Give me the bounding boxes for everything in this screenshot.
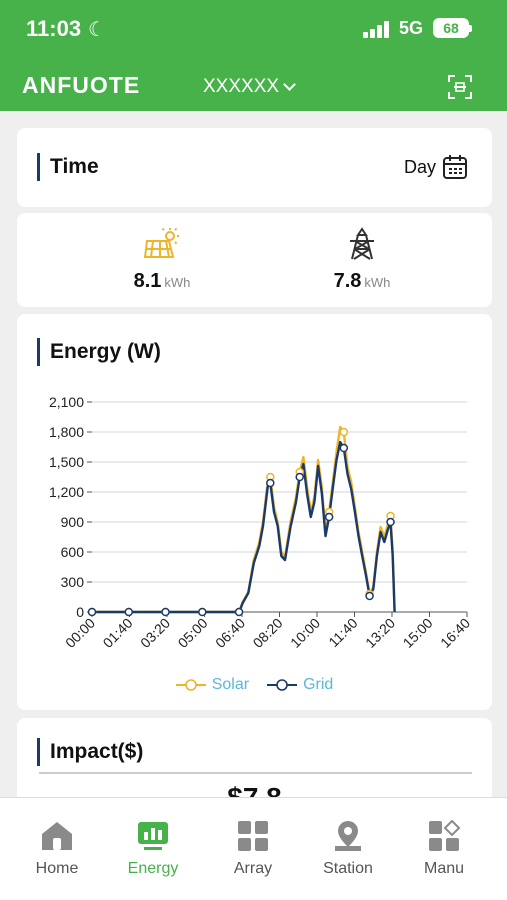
data-point-grid xyxy=(161,607,170,617)
bottom-nav: Home Energy Array Station Manu xyxy=(0,797,507,900)
y-tick-label: 0 xyxy=(76,604,84,620)
solar-stat: 8.1 kWh xyxy=(102,227,222,293)
solar-unit: kWh xyxy=(164,275,191,290)
y-tick-label: 1,800 xyxy=(49,424,84,440)
x-tick-label: 00:00 xyxy=(62,615,98,651)
scan-icon[interactable] xyxy=(447,74,473,100)
legend-grid[interactable]: Grid xyxy=(267,676,333,694)
y-tick-label: 1,200 xyxy=(49,484,84,500)
nav-station[interactable]: Station xyxy=(303,820,393,878)
divider xyxy=(39,772,472,774)
grid-stat: 7.8 kWh xyxy=(302,227,422,293)
time-title: Time xyxy=(37,153,99,181)
x-tick-label: 13:20 xyxy=(362,615,398,651)
nav-array[interactable]: Array xyxy=(208,820,298,878)
data-point-grid xyxy=(234,607,244,617)
y-tick-label: 1,500 xyxy=(49,454,84,470)
period-selector[interactable]: Day xyxy=(404,154,468,180)
time-card: Time Day xyxy=(17,128,492,207)
period-label: Day xyxy=(403,156,436,177)
nav-energy-label: Energy xyxy=(127,860,179,877)
energy-monitor-icon xyxy=(138,822,168,850)
station-pin-icon xyxy=(335,821,361,851)
x-tick-label: 11:40 xyxy=(325,615,361,651)
y-tick-label: 900 xyxy=(61,514,85,530)
x-tick-label: 03:20 xyxy=(137,615,173,651)
x-tick-label: 08:20 xyxy=(250,615,286,651)
energy-chart: 0 300 600 900 1,200 1,500 1,800 2,100 00:00 01:40… xyxy=(49,394,473,651)
nav-array-label: Array xyxy=(233,860,273,877)
impact-card: Impact($) $7.8 xyxy=(17,718,492,813)
do-not-disturb-icon: ☾ xyxy=(88,19,106,41)
status-time: 11:03 xyxy=(26,16,82,41)
series-line-solar xyxy=(92,425,396,614)
x-tick-label: 01:40 xyxy=(100,615,136,651)
data-point-grid xyxy=(266,478,275,488)
data-point-grid xyxy=(124,607,134,617)
grid-value: 7.8 xyxy=(333,270,362,292)
nav-home[interactable]: Home xyxy=(12,820,102,878)
x-tick-label: 16:40 xyxy=(437,615,473,651)
status-bar: 11:03 ☾ 5G 68 xyxy=(0,0,507,60)
y-tick-label: 600 xyxy=(61,544,85,560)
data-point-grid xyxy=(339,443,349,453)
station-selector[interactable]: XXXXXX xyxy=(203,76,296,98)
y-tick-label: 300 xyxy=(61,574,85,590)
cellular-signal-icon xyxy=(363,21,391,38)
brand-logo: ANFUOTE xyxy=(22,72,141,98)
nav-manu[interactable]: Manu xyxy=(399,820,489,878)
nav-home-label: Home xyxy=(35,860,79,877)
legend-solar-marker xyxy=(175,679,206,691)
solar-value: 8.1 xyxy=(133,270,162,292)
energy-chart-card: Energy (W) 0 300 600 900 1,200 1,500 1,800 2,10… xyxy=(17,314,492,710)
solar-panel-icon xyxy=(143,227,179,258)
data-point-grid xyxy=(386,517,395,527)
x-tick-label: 05:00 xyxy=(175,615,211,651)
data-point-grid xyxy=(198,607,207,617)
chevron-down-icon xyxy=(283,78,296,91)
power-tower-icon xyxy=(350,227,374,260)
x-tick-label: 10:00 xyxy=(287,615,323,651)
legend-solar[interactable]: Solar xyxy=(175,676,250,694)
data-point-grid xyxy=(295,472,304,482)
summary-card: 8.1 kWh 7.8 kWh xyxy=(17,213,492,307)
x-tick-label: 06:40 xyxy=(212,615,248,651)
data-point-grid xyxy=(87,607,97,617)
menu-tiles-icon xyxy=(429,820,461,851)
station-name: XXXXXX xyxy=(203,76,280,97)
app-header: 11:03 ☾ 5G 68 ANFUOTE XXXXXX xyxy=(0,0,507,111)
grid-unit: kWh xyxy=(364,275,391,290)
chart-legend: Solar Grid xyxy=(17,676,492,694)
legend-solar-label: Solar xyxy=(211,676,250,693)
network-type: 5G xyxy=(399,18,424,38)
nav-manu-label: Manu xyxy=(423,860,465,877)
calendar-icon xyxy=(443,155,467,179)
data-point-solar xyxy=(339,427,349,437)
series-line-grid xyxy=(92,440,396,614)
array-grid-icon xyxy=(238,821,268,851)
data-point-grid xyxy=(365,591,374,601)
nav-energy[interactable]: Energy xyxy=(108,820,198,878)
legend-grid-marker xyxy=(267,679,298,691)
legend-grid-label: Grid xyxy=(303,676,334,693)
impact-title: Impact($) xyxy=(37,738,143,766)
data-point-grid xyxy=(324,512,334,522)
y-tick-label: 2,100 xyxy=(49,394,84,410)
x-tick-label: 15:00 xyxy=(400,615,436,651)
home-icon xyxy=(42,822,72,850)
nav-station-label: Station xyxy=(323,860,373,877)
battery-icon: 68 xyxy=(433,18,472,38)
energy-title: Energy (W) xyxy=(37,338,161,366)
